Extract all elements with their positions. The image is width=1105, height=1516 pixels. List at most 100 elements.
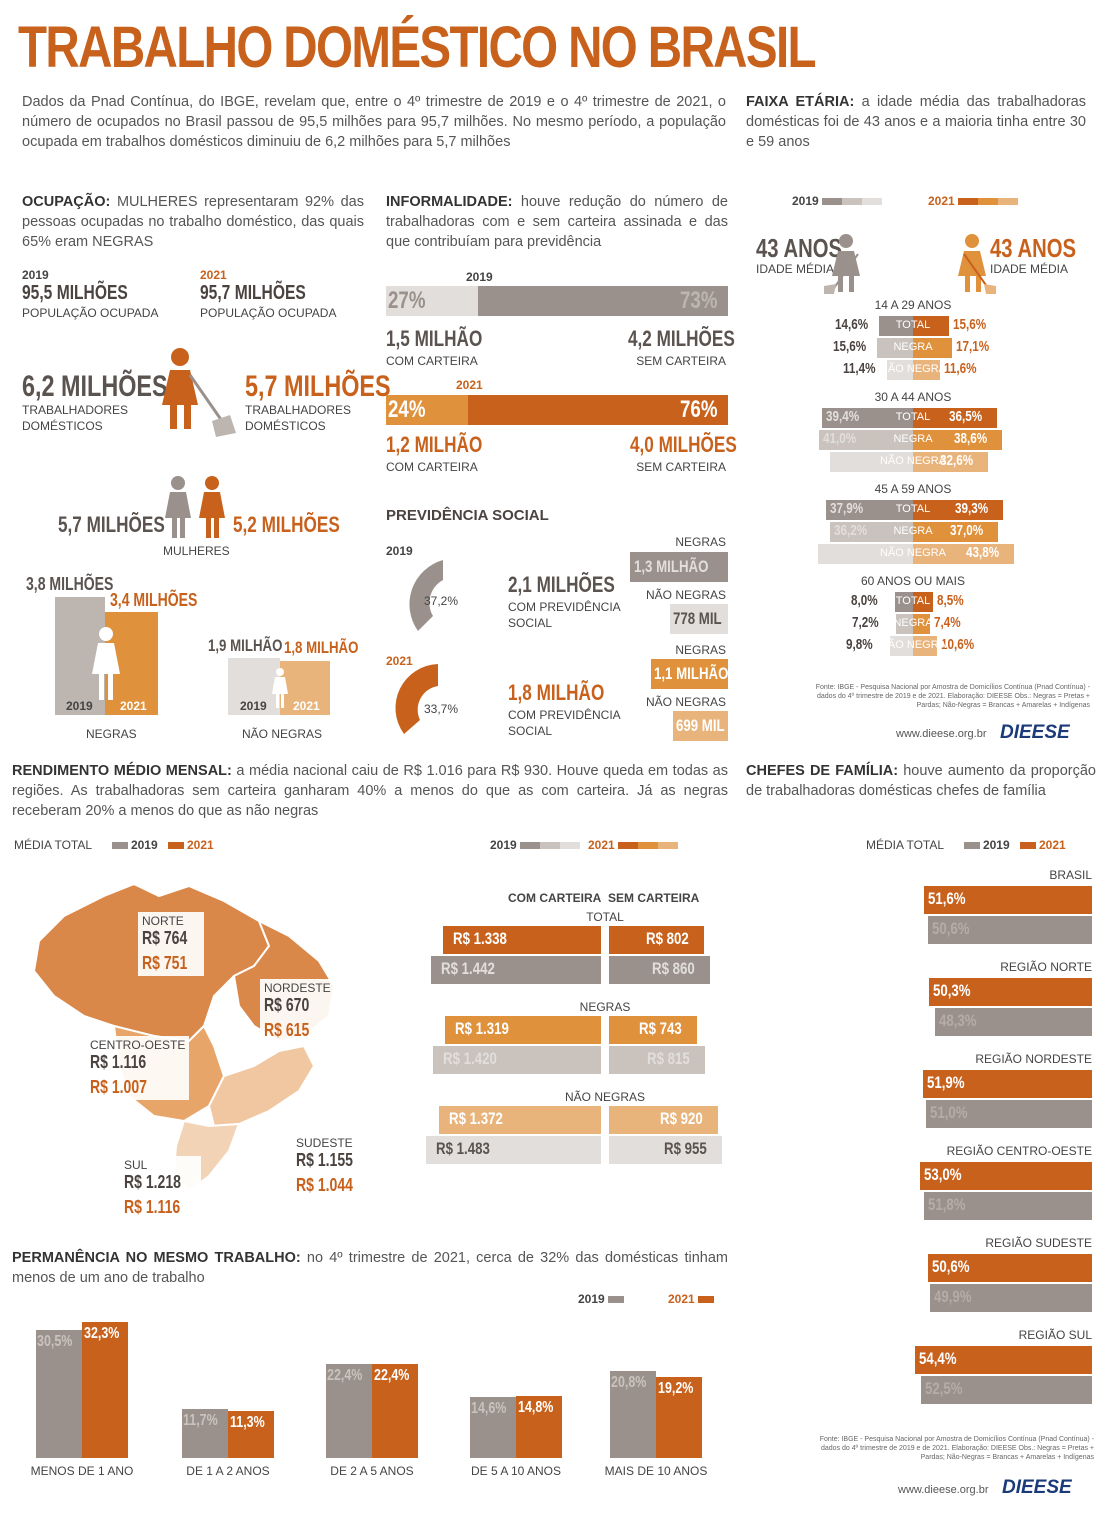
rend-bar-com-2021: [445, 1016, 601, 1044]
prev-2021-total: 1,8 MILHÃO: [508, 680, 605, 705]
prev-2021-negras-bar: [651, 659, 728, 689]
region-value-2019: R$ 764: [142, 928, 188, 948]
map-sudeste: [207, 1044, 316, 1128]
age-bar-2019: [886, 360, 913, 380]
negras-2019-value: 3,8 MILHÕES: [26, 574, 114, 594]
region-value-2019: R$ 1.155: [296, 1150, 353, 1170]
rend-legend-2019: 2019: [490, 838, 581, 852]
dom-2021-value: 5,7 MILHÕES: [245, 370, 391, 403]
perm-bar-2019: [470, 1396, 516, 1458]
inf-2021-sem-label: SEM CARTEIRA: [636, 460, 726, 474]
age-group-title: 45 A 59 ANOS: [874, 482, 952, 496]
age-bar-2019: [817, 544, 913, 564]
age-value-2021: 15,6%: [952, 316, 987, 333]
inf-2021-com-value: 1,2 MILHÃO: [386, 432, 483, 457]
region-value-2019: R$ 1.218: [124, 1172, 181, 1192]
perm-category: MENOS DE 1 ANO: [30, 1464, 134, 1478]
rend-value-com-2021: R$ 1.319: [455, 1019, 510, 1038]
intro-text: Dados da Pnad Contínua, do IBGE, revelam…: [22, 94, 726, 150]
rend-value-sem-2019: R$ 815: [647, 1049, 690, 1068]
woman-naonegras-icon: [272, 668, 288, 708]
woman-2019-icon: [824, 234, 860, 294]
naonegras-2021-bar: [280, 661, 330, 715]
chefes-value-2019: 51,8%: [927, 1195, 966, 1214]
age-bar-2021: [913, 614, 931, 634]
prev-2019-negras-value: 1,3 MILHÃO: [634, 557, 709, 576]
age-bar-2021: [913, 408, 997, 428]
chefes-category: REGIÃO SUL: [1018, 1328, 1092, 1342]
rend-group-title: NEGRAS: [579, 1000, 631, 1014]
rend-value-com-2019: R$ 1.420: [443, 1049, 498, 1068]
ocup-2021-label: POPULAÇÃO OCUPADA: [200, 306, 337, 320]
region-value-2021: R$ 1.007: [90, 1077, 147, 1097]
age-row-label: TOTAL: [895, 411, 931, 423]
rend-bar-com-2019: [433, 1046, 601, 1074]
prev-2019-label2: SOCIAL: [508, 616, 553, 630]
perm-value-2019: 20,8%: [611, 1373, 647, 1391]
naonegras-label: NÃO NEGRAS: [242, 727, 323, 741]
age-row-label: NEGRA: [893, 433, 933, 445]
ocup-2021-pop: 95,7 MILHÕES: [200, 282, 306, 304]
age-bar-2021: [913, 360, 940, 380]
faixa-avg-2019: 43 ANOS: [756, 233, 843, 263]
age-value-2019: 36,3%: [833, 452, 867, 469]
rend-value-sem-2019: R$ 955: [663, 1139, 707, 1158]
rend-group-title: NÃO NEGRAS: [564, 1090, 645, 1104]
mulheres-label: MULHERES: [163, 544, 230, 558]
prev-2021-naonegras-value: 699 MIL: [676, 716, 725, 735]
chefes-value-2019: 49,9%: [933, 1287, 972, 1306]
age-value-2021: 38,6%: [953, 430, 987, 447]
chefes-bar-2019: [927, 916, 1092, 944]
rend-bar-sem-2021: [609, 926, 704, 954]
prev-2019-naonegras-bar: [670, 604, 728, 634]
rend-value-sem-2019: R$ 860: [652, 959, 696, 978]
negras-2019-year: 2019: [66, 699, 93, 713]
inf-2021-com-pct: 24%: [388, 396, 426, 423]
inf-2021-sem-pct: 76%: [680, 396, 718, 423]
age-value-2021: 39,3%: [955, 500, 989, 517]
inf-2019-year: 2019: [466, 270, 493, 284]
ocupacao-heading-text: OCUPAÇÃO: MULHERES representaram 92% das…: [22, 194, 364, 250]
perm-bar-2021: [228, 1410, 274, 1458]
age-value-2019: 41,0%: [822, 430, 856, 447]
age-row-label: TOTAL: [895, 319, 931, 331]
chefes-value-2019: 48,3%: [939, 1011, 977, 1030]
age-row-label: TOTAL: [895, 595, 931, 607]
perm-value-2021: 22,4%: [374, 1366, 410, 1384]
rend-bar-sem-2019: [609, 1136, 722, 1164]
region-name: SUDESTE: [296, 1136, 353, 1150]
region-label-0: NORTE R$ 764 R$ 751: [138, 912, 205, 976]
mulheres-2021-value: 5,2 MILHÕES: [233, 512, 340, 537]
chefes-bar-2019: [935, 1008, 1092, 1036]
rend-group-title: TOTAL: [586, 910, 624, 924]
rend-bar-com-2019: [426, 1136, 601, 1164]
inf-2019-com-bar: [386, 286, 478, 316]
chefes-bar-2021: [928, 978, 1092, 1006]
prev-naonegras-label-2021: NÃO NEGRAS: [645, 695, 726, 709]
age-bar-2019: [877, 338, 913, 358]
rend-value-com-2021: R$ 1.338: [453, 929, 507, 948]
perm-value-2019: 22,4%: [327, 1366, 363, 1384]
age-value-2019: 15,6%: [833, 338, 867, 355]
region-label-2: CENTRO-OESTE R$ 1.116 R$ 1.007: [86, 1036, 190, 1100]
perm-bar-2021: [82, 1322, 128, 1458]
chefes-legend: MÉDIA TOTAL 2019 2021: [866, 838, 1066, 852]
prev-2021-year: 2021: [386, 654, 413, 668]
age-value-2021: 7,4%: [934, 614, 961, 631]
prev-2021-pct: 33,7%: [424, 702, 459, 716]
age-bar-2019: [822, 408, 913, 428]
age-value-2021: 10,6%: [941, 636, 975, 653]
perm-value-2021: 32,3%: [84, 1325, 120, 1343]
age-bar-2019: [879, 316, 913, 336]
chefes-bar-2021: [923, 1070, 1092, 1098]
prev-2019-year: 2019: [386, 544, 413, 558]
woman-negras-icon: [92, 627, 120, 700]
rend-value-sem-2021: R$ 802: [645, 929, 689, 948]
chefes-url: www.dieese.org.br: [898, 1484, 989, 1496]
age-row-label: NÃO NEGRA: [879, 455, 946, 467]
faixa-avg-2021: 43 ANOS: [990, 233, 1077, 263]
dom-2021-label2: DOMÉSTICOS: [245, 419, 326, 433]
naonegras-2021-year: 2021: [293, 699, 320, 713]
faixa-heading-text: FAIXA ETÁRIA: a idade média das trabalha…: [746, 94, 1086, 150]
chefes-bar-2021: [919, 1162, 1092, 1190]
